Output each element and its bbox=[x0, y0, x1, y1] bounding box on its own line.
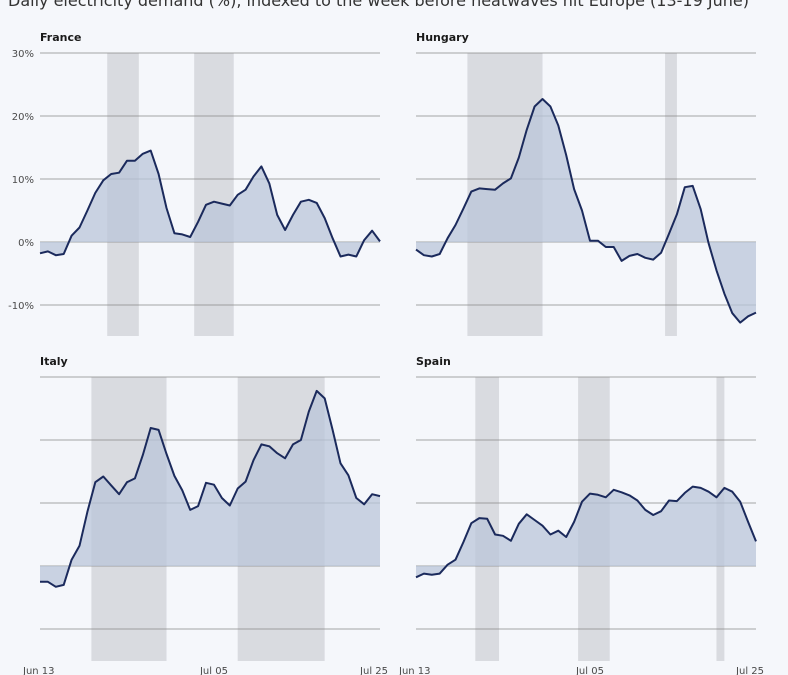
spain-series-line bbox=[415, 485, 757, 579]
france-x-tick-label: Jun 13 bbox=[22, 666, 55, 675]
spain-x-tick-label: Jun 13 bbox=[398, 666, 431, 675]
france-y-tick-label: 0% bbox=[18, 238, 34, 249]
france-panel-title: France bbox=[40, 31, 81, 44]
france-y-tick-label: 20% bbox=[12, 112, 34, 123]
spain-panel-title: Spain bbox=[416, 355, 451, 368]
italy-panel-title: Italy bbox=[40, 355, 68, 368]
france-heatwave-band-2 bbox=[194, 53, 234, 336]
france-x-tick-label: Jul 25 bbox=[359, 666, 388, 675]
spain-x-tick-label: Jul 05 bbox=[575, 666, 604, 675]
france-x-tick-label: Jul 05 bbox=[199, 666, 228, 675]
hungary-area bbox=[416, 99, 756, 323]
france-y-tick-label: -10% bbox=[8, 301, 34, 312]
page-title: Daily electricity demand (%), indexed to… bbox=[8, 0, 749, 10]
hungary-series-line bbox=[415, 98, 757, 324]
hungary-panel-title: Hungary bbox=[416, 31, 469, 44]
france-y-tick-label: 10% bbox=[12, 175, 34, 186]
spain-x-tick-label: Jul 25 bbox=[735, 666, 764, 675]
hungary-heatwave-band-2 bbox=[665, 53, 677, 336]
spain-area bbox=[416, 486, 756, 578]
france-series-line bbox=[39, 149, 381, 258]
italy-series-line bbox=[40, 389, 381, 588]
italy-area bbox=[40, 390, 380, 587]
france-y-tick-label: 30% bbox=[12, 49, 34, 60]
